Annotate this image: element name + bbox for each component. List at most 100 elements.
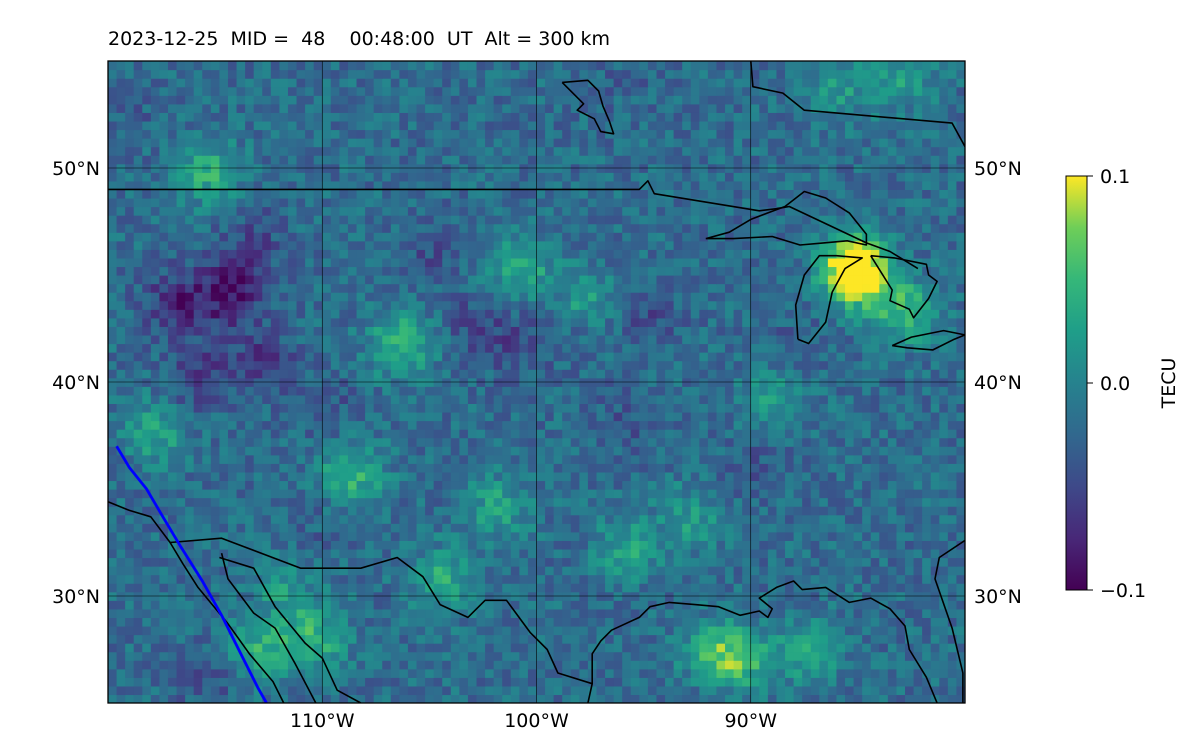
- heatmap-cell: [630, 651, 640, 661]
- heatmap-cell: [150, 471, 161, 482]
- heatmap-cell: [570, 643, 580, 653]
- heatmap-cell: [322, 531, 332, 541]
- heatmap-cell: [210, 292, 221, 302]
- heatmap-cell: [742, 677, 752, 687]
- heatmap-cell: [279, 540, 289, 550]
- heatmap-cell: [896, 625, 906, 636]
- heatmap-cell: [467, 677, 478, 687]
- heatmap-cell: [819, 548, 829, 559]
- heatmap-cell: [382, 334, 392, 345]
- heatmap-cell: [236, 471, 246, 482]
- heatmap-cell: [562, 506, 572, 516]
- heatmap-cell: [450, 531, 460, 541]
- heatmap-cell: [202, 651, 212, 661]
- heatmap-cell: [793, 531, 803, 541]
- heatmap-cell: [347, 292, 358, 302]
- heatmap-cell: [922, 292, 932, 302]
- heatmap-cell: [442, 668, 452, 678]
- heatmap-cell: [613, 643, 623, 653]
- heatmap-cell: [845, 651, 855, 661]
- heatmap-cell: [845, 394, 855, 404]
- heatmap-cell: [742, 523, 752, 533]
- heatmap-cell: [639, 369, 649, 379]
- heatmap-cell: [922, 309, 932, 319]
- heatmap-cell: [202, 634, 212, 644]
- heatmap-cell: [767, 583, 778, 593]
- heatmap-cell: [108, 326, 118, 336]
- heatmap-cell: [159, 677, 169, 687]
- heatmap-cell: [210, 677, 221, 687]
- heatmap-cell: [270, 437, 280, 447]
- heatmap-cell: [245, 437, 255, 447]
- heatmap-cell: [819, 557, 829, 567]
- heatmap-cell: [785, 403, 795, 413]
- heatmap-cell: [339, 514, 349, 524]
- heatmap-cell: [845, 463, 855, 473]
- heatmap-cell: [956, 540, 965, 550]
- heatmap-cell: [810, 566, 820, 576]
- heatmap-cell: [382, 514, 392, 524]
- heatmap-cell: [733, 617, 743, 627]
- heatmap-cell: [716, 343, 726, 353]
- heatmap-cell: [716, 643, 726, 653]
- heatmap-cell: [947, 300, 958, 310]
- heatmap-cell: [767, 514, 778, 524]
- heatmap-cell: [519, 694, 529, 703]
- heatmap-cell: [125, 360, 135, 370]
- heatmap-cell: [956, 317, 965, 327]
- heatmap-cell: [142, 471, 152, 482]
- heatmap-cell: [245, 523, 255, 533]
- heatmap-cell: [845, 317, 855, 327]
- heatmap-cell: [587, 292, 598, 302]
- heatmap-cell: [673, 643, 683, 653]
- heatmap-cell: [373, 429, 383, 439]
- heatmap-cell: [707, 583, 718, 593]
- heatmap-cell: [930, 334, 940, 345]
- heatmap-cell: [853, 454, 863, 464]
- heatmap-cell: [279, 600, 289, 610]
- heatmap-cell: [399, 369, 409, 379]
- heatmap-cell: [125, 643, 135, 653]
- heatmap-cell: [690, 668, 700, 678]
- heatmap-cell: [845, 617, 855, 627]
- heatmap-cell: [596, 292, 606, 302]
- heatmap-cell: [167, 574, 178, 584]
- heatmap-cell: [373, 523, 383, 533]
- heatmap-cell: [442, 531, 452, 541]
- heatmap-cell: [116, 300, 126, 310]
- heatmap-cell: [562, 651, 572, 661]
- heatmap-cell: [887, 651, 898, 661]
- heatmap-cell: [382, 548, 392, 559]
- heatmap-cell: [287, 566, 298, 576]
- heatmap-cell: [596, 386, 606, 396]
- heatmap-cell: [733, 651, 743, 661]
- heatmap-cell: [827, 275, 838, 285]
- heatmap-cell: [587, 523, 598, 533]
- heatmap-cell: [759, 386, 769, 396]
- heatmap-cell: [939, 694, 949, 703]
- heatmap-cell: [356, 275, 366, 285]
- heatmap-cell: [330, 566, 340, 576]
- heatmap-cell: [159, 283, 169, 293]
- heatmap-cell: [167, 489, 178, 499]
- heatmap-cell: [459, 557, 469, 567]
- heatmap-cell: [707, 480, 718, 490]
- heatmap-cell: [227, 660, 238, 670]
- heatmap-cell: [793, 694, 803, 703]
- heatmap-cell: [502, 523, 512, 533]
- heatmap-cell: [279, 531, 289, 541]
- heatmap-cell: [622, 471, 632, 482]
- heatmap-cell: [305, 651, 315, 661]
- heatmap-cell: [399, 394, 409, 404]
- heatmap-cell: [819, 531, 829, 541]
- heatmap-cell: [407, 600, 418, 610]
- heatmap-cell: [227, 309, 238, 319]
- heatmap-cell: [690, 514, 700, 524]
- heatmap-cell: [802, 369, 812, 379]
- heatmap-cell: [502, 480, 512, 490]
- heatmap-cell: [673, 531, 683, 541]
- heatmap-cell: [467, 437, 478, 447]
- heatmap-cell: [862, 283, 872, 293]
- heatmap-cell: [262, 352, 272, 362]
- heatmap-cell: [450, 463, 460, 473]
